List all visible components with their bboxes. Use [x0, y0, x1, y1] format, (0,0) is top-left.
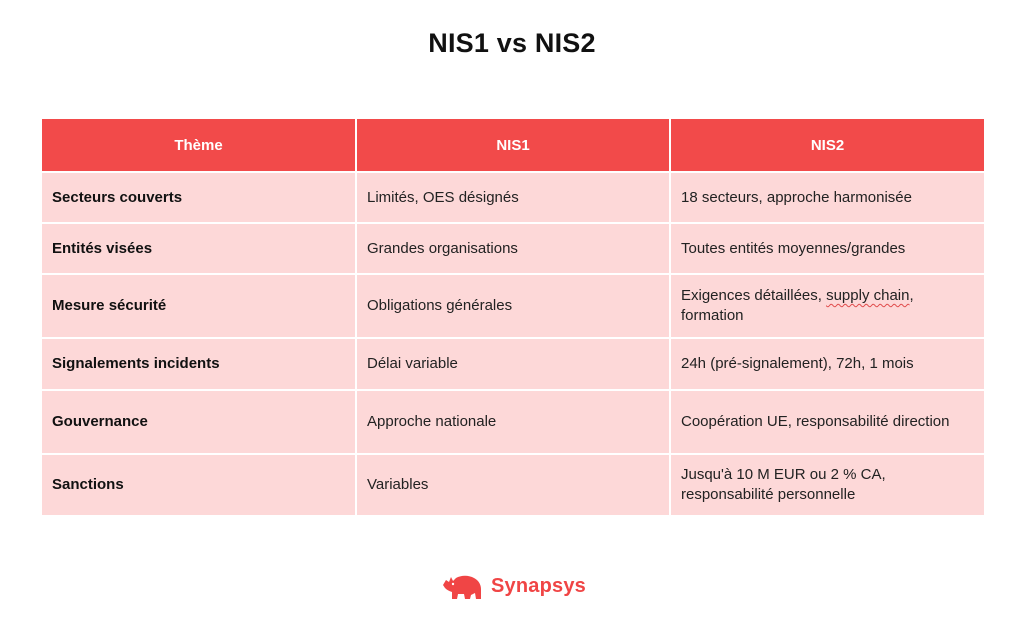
row-nis2: 18 secteurs, approche harmonisée	[670, 172, 984, 224]
row-nis2-suffix: , formation	[681, 287, 914, 324]
row-theme: Sanctions	[42, 454, 357, 517]
row-nis1: Approche nationale	[356, 390, 671, 455]
row-theme: Mesure sécurité	[42, 274, 357, 339]
table-row: Signalements incidents Délai variable 24…	[42, 338, 984, 391]
row-nis1: Variables	[356, 454, 671, 517]
row-nis1: Limités, OES désignés	[356, 172, 671, 224]
row-nis1: Délai variable	[356, 338, 671, 391]
row-nis1: Grandes organisations	[356, 223, 671, 275]
row-nis2: Toutes entités moyennes/grandes	[670, 223, 984, 275]
header-theme: Thème	[42, 119, 357, 173]
table-row: Secteurs couverts Limités, OES désignés …	[42, 172, 984, 224]
brand-name: Synapsys	[491, 574, 586, 597]
header-nis2: NIS2	[670, 119, 984, 173]
row-theme: Signalements incidents	[42, 338, 357, 391]
brand-logo: Synapsys	[441, 571, 586, 601]
row-nis2: Exigences détaillées, supply chain, form…	[670, 274, 984, 339]
comparison-table: Thème NIS1 NIS2 Secteurs couverts Limité…	[42, 119, 984, 517]
row-theme: Gouvernance	[42, 390, 357, 455]
header-nis1: NIS1	[356, 119, 671, 173]
table-row: Entités visées Grandes organisations Tou…	[42, 223, 984, 275]
table-row: Gouvernance Approche nationale Coopérati…	[42, 390, 984, 455]
table-header-row: Thème NIS1 NIS2	[42, 119, 984, 173]
row-nis1: Obligations générales	[356, 274, 671, 339]
spellcheck-underline: supply chain	[826, 287, 910, 304]
row-nis2: Jusqu'à 10 M EUR ou 2 % CA, responsabili…	[670, 454, 984, 517]
row-nis2: Coopération UE, responsabilité direction	[670, 390, 984, 455]
row-theme: Entités visées	[42, 223, 357, 275]
rhino-icon	[443, 575, 481, 599]
row-nis2: 24h (pré-signalement), 72h, 1 mois	[670, 338, 984, 391]
row-theme: Secteurs couverts	[42, 172, 357, 224]
table-row: Mesure sécurité Obligations générales Ex…	[42, 274, 984, 339]
row-nis2-prefix: Exigences détaillées,	[681, 287, 827, 304]
table-row: Sanctions Variables Jusqu'à 10 M EUR ou …	[42, 454, 984, 517]
page-title: NIS1 vs NIS2	[428, 28, 596, 58]
